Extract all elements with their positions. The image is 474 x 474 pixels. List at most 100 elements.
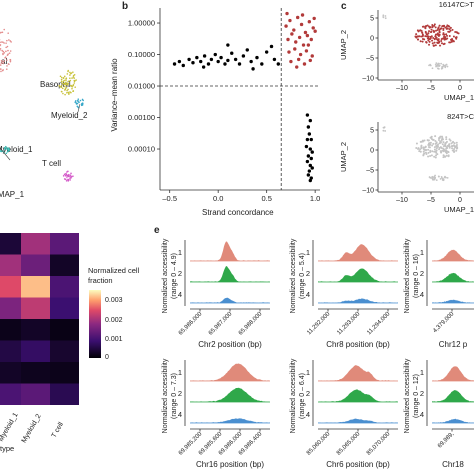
umap-a-point bbox=[72, 175, 74, 177]
umap-c-point bbox=[442, 156, 445, 159]
cluster-points-top bbox=[0, 28, 12, 73]
scatter-point-black bbox=[213, 52, 217, 57]
umap-a-point bbox=[1, 31, 3, 34]
umap-a-point bbox=[65, 86, 68, 89]
umap-c-point bbox=[451, 145, 454, 148]
coverage-plot: Normalized accessibility (range 0 – 4.9)1… bbox=[162, 238, 270, 349]
legend-tick-0001: 0.001 bbox=[105, 336, 123, 343]
umap-c-point bbox=[421, 31, 424, 34]
umap-c-point bbox=[436, 38, 439, 41]
scatter-point-red bbox=[300, 13, 305, 17]
scatter-ytick-label: 0.00010 bbox=[128, 145, 155, 154]
umap-a-point bbox=[72, 71, 74, 73]
coverage-track-area bbox=[318, 365, 398, 381]
umap-a-point bbox=[7, 147, 10, 149]
umap-c-xtick-label: 0 bbox=[458, 197, 462, 204]
umap-c-point bbox=[427, 39, 430, 42]
panel-e-coverage: Normalized accessibility (range 0 – 4.9)1… bbox=[162, 238, 474, 469]
umap-a-point bbox=[6, 65, 8, 67]
scatter-point-black bbox=[251, 67, 255, 71]
umap-c-point bbox=[431, 39, 434, 42]
scatter-xtick-label: –0.5 bbox=[162, 194, 177, 203]
coverage-xlabel: Chr16 position (bp) bbox=[196, 460, 264, 469]
coverage-track-area bbox=[190, 418, 270, 423]
coverage-xtick-label: 11,294,000 bbox=[366, 311, 392, 337]
umap-c-point bbox=[455, 31, 458, 34]
umap-a-point bbox=[8, 148, 11, 151]
umap-c-point bbox=[419, 148, 422, 151]
umap-a-point bbox=[65, 180, 68, 182]
umap-c-point bbox=[434, 26, 437, 29]
heatmap-cell bbox=[50, 233, 79, 255]
scatter-point-black bbox=[269, 44, 274, 49]
umap-c-point bbox=[429, 136, 432, 139]
umap-c-point bbox=[415, 33, 418, 36]
umap-a-point bbox=[70, 175, 73, 178]
umap-a-point bbox=[6, 148, 8, 150]
umap-c-point bbox=[436, 145, 439, 148]
scatter-point-black bbox=[181, 63, 185, 68]
coverage-track-area bbox=[190, 241, 270, 261]
scatter-point-red bbox=[307, 20, 312, 24]
umap-a-point bbox=[1, 61, 4, 63]
coverage-xlabel: Chr6 position (bp) bbox=[326, 460, 390, 469]
scatter-point-red bbox=[293, 47, 297, 51]
cluster-points-t-cell bbox=[62, 170, 74, 182]
umap-c-point bbox=[419, 40, 422, 43]
umap-c-point bbox=[431, 144, 434, 147]
umap-c-point bbox=[426, 33, 429, 36]
umap-c-point bbox=[440, 27, 443, 30]
umap-c-point bbox=[433, 155, 436, 158]
umap-a-point bbox=[2, 69, 4, 71]
umap-c-ytick-label: –5 bbox=[366, 56, 374, 63]
umap-c-point bbox=[445, 152, 448, 155]
umap-a-point bbox=[77, 98, 80, 100]
heatmap-cell bbox=[0, 233, 21, 255]
umap-a-point bbox=[76, 102, 79, 105]
umap-a-point bbox=[0, 48, 2, 50]
umap-c-point bbox=[433, 146, 436, 149]
coverage-track-area bbox=[318, 298, 398, 303]
umap-c-point bbox=[435, 147, 438, 150]
coverage-track-label: 4 bbox=[178, 410, 182, 419]
umap-c-point bbox=[442, 154, 445, 157]
scatter-point-red bbox=[298, 52, 303, 57]
legend-tick-0: 0 bbox=[105, 354, 109, 361]
scatter-ytick-label: 0.00100 bbox=[128, 113, 155, 122]
umap-a-point bbox=[64, 88, 67, 91]
umap-a-point bbox=[9, 58, 12, 61]
umap-c-point bbox=[430, 35, 433, 38]
scatter-point-black bbox=[264, 50, 269, 54]
scatter-point-red bbox=[284, 24, 288, 28]
umap-a-point bbox=[69, 71, 71, 74]
cluster-pointer-line bbox=[77, 103, 81, 113]
umap-c-point bbox=[437, 41, 440, 44]
umap-c-point bbox=[438, 146, 441, 149]
umap-c-point bbox=[438, 65, 440, 68]
coverage-track-label: 4 bbox=[420, 290, 424, 299]
panel-c-umaps: 16147C>T –10 –5 0 5 0 –5 –10 UMAP_2 UMAP_1 824T>C –… bbox=[339, 0, 474, 214]
umap-a-point bbox=[64, 178, 67, 181]
coverage-track-label: 1 bbox=[178, 368, 182, 377]
coverage-track-label: 1 bbox=[420, 368, 424, 377]
legend-tick-0003: 0.003 bbox=[105, 297, 123, 304]
umap-c-point bbox=[435, 141, 438, 144]
umap-c-point bbox=[436, 153, 439, 156]
umap-a-point bbox=[2, 62, 5, 65]
coverage-xtick-label: 65,986,000 bbox=[178, 311, 204, 337]
umap-c-ytick-label: 5 bbox=[370, 128, 374, 135]
scatter-point-red bbox=[287, 50, 291, 54]
heatmap-cell bbox=[0, 297, 21, 319]
coverage-track-area bbox=[432, 366, 474, 381]
umap-c-point bbox=[422, 150, 425, 153]
coverage-track-label: 1 bbox=[306, 368, 310, 377]
panel-b-letter: b bbox=[122, 1, 128, 12]
umap-a-point bbox=[0, 68, 2, 70]
coverage-track-area bbox=[432, 272, 474, 282]
umap-c-point bbox=[424, 146, 427, 149]
coverage-track-area bbox=[318, 268, 398, 282]
umap-c-point bbox=[424, 30, 427, 33]
scatter-point-red bbox=[302, 62, 307, 66]
umap-c-ylabel: UMAP_2 bbox=[339, 142, 348, 172]
umap-a-point bbox=[65, 79, 67, 82]
